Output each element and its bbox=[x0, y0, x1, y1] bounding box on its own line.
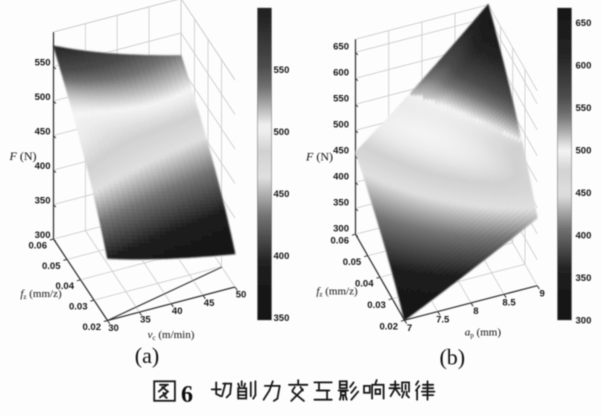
svg-text:550: 550 bbox=[274, 65, 290, 76]
svg-text:350: 350 bbox=[333, 198, 349, 209]
svg-text:500: 500 bbox=[333, 120, 349, 131]
svg-text:350: 350 bbox=[35, 196, 51, 207]
svg-text:0.02: 0.02 bbox=[83, 322, 102, 333]
svg-text:vc (m/min): vc (m/min) bbox=[148, 329, 195, 342]
svg-text:ap (mm): ap (mm) bbox=[465, 327, 502, 340]
svg-text:0.04: 0.04 bbox=[56, 281, 75, 292]
svg-text:450: 450 bbox=[576, 188, 592, 199]
svg-text:300: 300 bbox=[576, 315, 592, 326]
svg-text:fz (mm/z): fz (mm/z) bbox=[316, 286, 358, 299]
svg-text:550: 550 bbox=[333, 94, 349, 105]
svg-text:500: 500 bbox=[576, 145, 592, 156]
svg-text:6: 6 bbox=[181, 382, 193, 408]
svg-text:350: 350 bbox=[274, 313, 290, 324]
svg-text:0.05: 0.05 bbox=[343, 257, 362, 268]
svg-text:300: 300 bbox=[333, 224, 349, 235]
svg-text:400: 400 bbox=[274, 251, 290, 262]
svg-text:550: 550 bbox=[576, 103, 592, 114]
svg-text:8: 8 bbox=[473, 306, 478, 317]
svg-text:40: 40 bbox=[172, 306, 183, 317]
svg-text:0.06: 0.06 bbox=[331, 236, 350, 247]
svg-text:0.06: 0.06 bbox=[29, 241, 48, 252]
svg-text:450: 450 bbox=[333, 146, 349, 157]
svg-text:F (N): F (N) bbox=[8, 149, 36, 163]
svg-text:30: 30 bbox=[108, 323, 119, 334]
svg-text:0.04: 0.04 bbox=[355, 279, 374, 290]
svg-text:0.02: 0.02 bbox=[380, 322, 399, 333]
svg-text:500: 500 bbox=[35, 92, 51, 103]
svg-text:45: 45 bbox=[204, 298, 215, 309]
svg-text:400: 400 bbox=[576, 230, 592, 241]
svg-text:450: 450 bbox=[35, 127, 51, 138]
svg-text:600: 600 bbox=[333, 68, 349, 79]
svg-text:550: 550 bbox=[35, 58, 51, 69]
svg-text:F (N): F (N) bbox=[305, 150, 333, 164]
svg-text:300: 300 bbox=[35, 230, 51, 241]
svg-text:50: 50 bbox=[236, 290, 247, 301]
svg-text:7: 7 bbox=[407, 323, 412, 334]
svg-text:35: 35 bbox=[140, 315, 151, 326]
svg-text:600: 600 bbox=[576, 60, 592, 71]
svg-text:(b): (b) bbox=[439, 345, 465, 370]
svg-text:9: 9 bbox=[540, 289, 545, 300]
svg-text:650: 650 bbox=[576, 18, 592, 29]
svg-text:450: 450 bbox=[274, 189, 290, 200]
svg-text:0.05: 0.05 bbox=[42, 261, 61, 272]
svg-text:500: 500 bbox=[274, 127, 290, 138]
svg-text:fz (mm/z): fz (mm/z) bbox=[20, 288, 62, 301]
svg-text:350: 350 bbox=[576, 273, 592, 284]
svg-text:(a): (a) bbox=[135, 343, 159, 368]
svg-text:7.5: 7.5 bbox=[436, 315, 450, 326]
svg-text:400: 400 bbox=[333, 172, 349, 183]
svg-text:400: 400 bbox=[35, 161, 51, 172]
svg-text:0.03: 0.03 bbox=[367, 300, 386, 311]
svg-text:8.5: 8.5 bbox=[502, 297, 516, 308]
svg-text:0.03: 0.03 bbox=[69, 302, 88, 313]
svg-text:650: 650 bbox=[333, 42, 349, 53]
